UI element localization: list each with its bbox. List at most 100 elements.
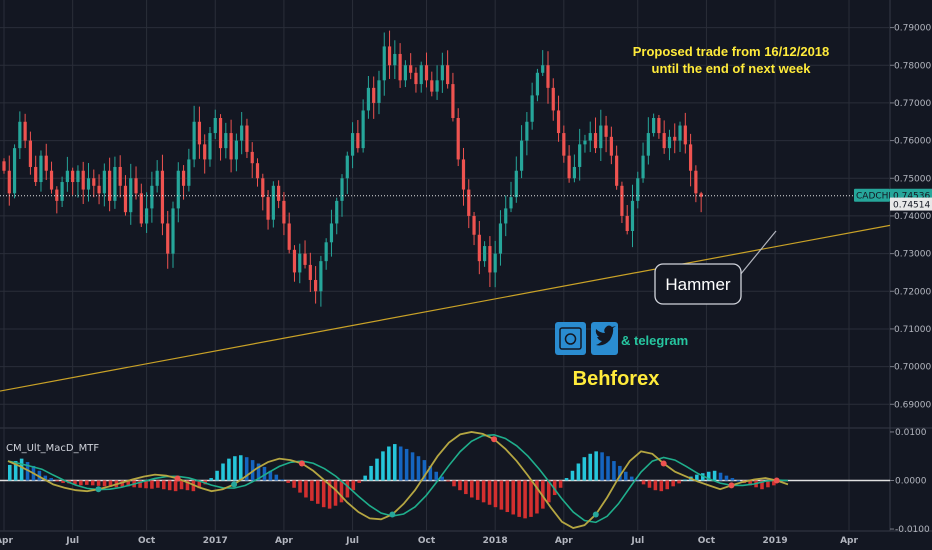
candle-body xyxy=(467,189,471,216)
y-tick-label: 0.78000 xyxy=(894,61,931,71)
macd-histogram-bar xyxy=(683,479,687,481)
candle-body xyxy=(65,170,69,183)
macd-cross-dot xyxy=(389,511,396,518)
macd-histogram-bar xyxy=(523,480,527,519)
macd-histogram-bar xyxy=(641,480,646,485)
macd-histogram-bar xyxy=(304,480,308,498)
candle-body xyxy=(456,117,460,160)
macd-histogram-bar xyxy=(144,480,148,489)
macd-histogram-bar xyxy=(718,472,723,481)
macd-histogram-bar xyxy=(576,463,581,481)
candle-body xyxy=(171,208,175,254)
candle-body xyxy=(192,121,196,160)
candle-body xyxy=(250,151,254,164)
x-tick-label: Oct xyxy=(418,536,436,546)
y-tick-label: 0.79000 xyxy=(894,24,931,34)
macd-histogram-bar xyxy=(292,480,296,488)
candle-body xyxy=(97,185,101,194)
candle-body xyxy=(76,170,80,183)
candle-body xyxy=(361,110,365,149)
candle-body xyxy=(71,170,75,183)
candle-body xyxy=(498,223,503,254)
macd-histogram-bar xyxy=(49,478,54,481)
candle-body xyxy=(329,223,334,243)
macd-histogram-bar xyxy=(345,480,350,498)
macd-histogram-bar xyxy=(772,480,776,486)
candle-body xyxy=(609,136,613,156)
candle-body xyxy=(409,65,413,73)
macd-histogram-bar xyxy=(724,475,729,481)
x-tick-label: Oct xyxy=(698,536,716,546)
candle-body xyxy=(356,133,360,149)
macd-histogram-bar xyxy=(268,470,273,481)
candle-body xyxy=(335,200,339,224)
macd-histogram-bar xyxy=(244,457,249,481)
macd-histogram-bar xyxy=(369,465,373,481)
macd-histogram-bar xyxy=(61,480,65,483)
candle-body xyxy=(277,185,281,201)
macd-histogram-bar xyxy=(499,480,504,510)
y-tick-label: 0.72000 xyxy=(894,287,931,297)
candle-body xyxy=(134,178,138,194)
macd-histogram-bar xyxy=(701,473,705,481)
macd-histogram-bar xyxy=(363,475,367,481)
candle-body xyxy=(525,121,529,141)
hammer-callout: Hammer xyxy=(654,230,777,305)
candle-body xyxy=(509,197,513,209)
candle-body xyxy=(303,253,307,265)
hline-price-tag xyxy=(890,197,932,211)
y-tick-label: 0.73000 xyxy=(894,250,931,260)
candle-body xyxy=(28,140,33,167)
macd-histogram-bar xyxy=(659,480,664,492)
candle-body xyxy=(366,87,371,111)
macd-histogram-bar xyxy=(233,456,237,481)
macd-histogram-bar xyxy=(215,470,219,481)
macd-histogram-bar xyxy=(410,452,415,481)
candle-body xyxy=(271,185,275,220)
candle-body xyxy=(197,121,202,145)
macd-histogram-bar xyxy=(316,480,320,504)
macd-histogram-bar xyxy=(256,463,261,481)
candle-body xyxy=(414,72,418,85)
candle-body xyxy=(160,170,165,224)
symbol-label: CADCHF xyxy=(856,192,894,202)
macd-histogram-bar xyxy=(505,480,510,513)
candle-body xyxy=(683,125,687,145)
macd-histogram-bar xyxy=(535,480,539,514)
candle-body xyxy=(240,125,244,141)
candle-body xyxy=(23,121,27,141)
candle-body xyxy=(599,125,603,149)
candle-body xyxy=(39,155,43,183)
macd-histogram-bar xyxy=(760,480,764,490)
macd-histogram-bar xyxy=(606,456,610,481)
candle-body xyxy=(166,223,170,254)
candle-body xyxy=(519,140,524,171)
candle-body xyxy=(393,53,397,66)
macd-histogram-bar xyxy=(25,462,30,481)
candle-body xyxy=(398,53,402,81)
macd-histogram-bar xyxy=(487,480,492,505)
macd-histogram-bar xyxy=(179,480,184,490)
candle-body xyxy=(382,46,386,81)
candle-body xyxy=(535,72,540,96)
candle-body xyxy=(139,193,143,224)
macd-histogram-bar xyxy=(173,480,178,492)
macd-cross-dot xyxy=(728,482,735,489)
candle-body xyxy=(245,125,249,152)
macd-histogram-bar xyxy=(90,480,95,486)
candle-body xyxy=(694,170,698,194)
macd-histogram-bar xyxy=(736,480,741,482)
macd-histogram-bar xyxy=(387,446,391,481)
candle-body xyxy=(567,155,571,179)
macd-histogram-bar xyxy=(475,480,480,500)
candle-body xyxy=(514,170,518,198)
macd-histogram-bar xyxy=(167,480,172,491)
y-tick-label: 0.69000 xyxy=(894,400,931,410)
macd-histogram-bar xyxy=(351,480,356,491)
candle-body xyxy=(419,65,423,85)
macd-histogram-bar xyxy=(529,480,533,517)
macd-histogram-bar xyxy=(570,470,575,481)
candle-body xyxy=(541,65,545,73)
candle-body xyxy=(435,80,439,92)
